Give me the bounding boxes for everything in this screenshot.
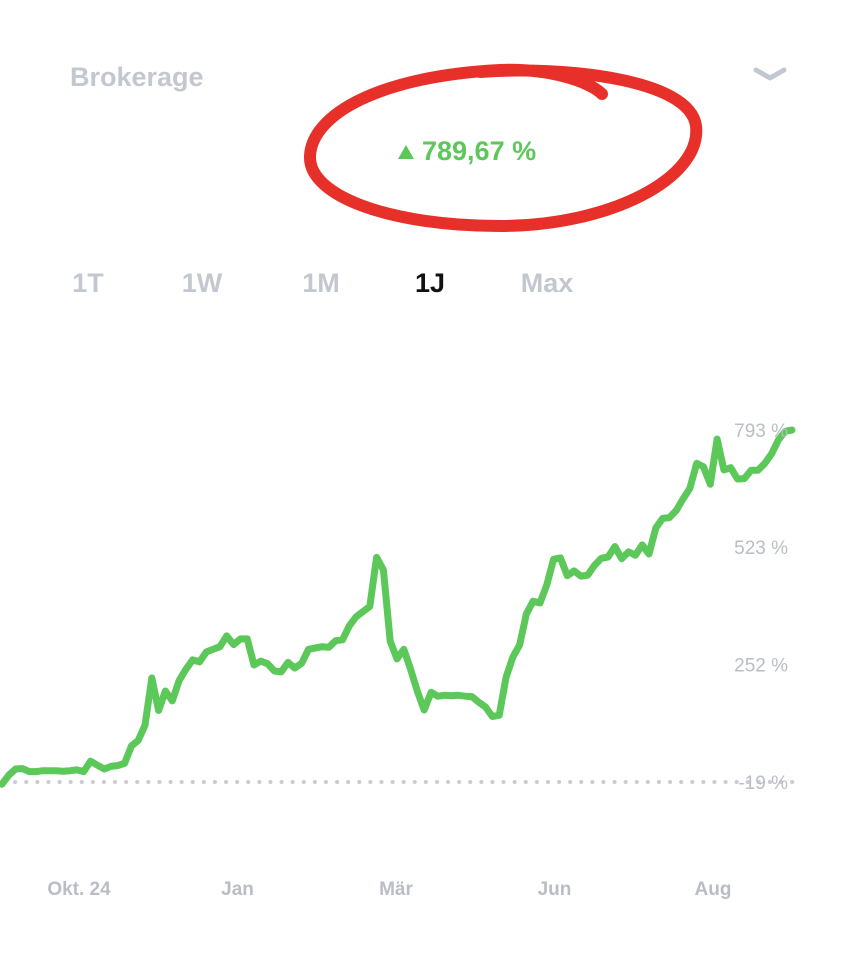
account-title: Brokerage [70, 62, 204, 92]
y-tick-label: 793 % [734, 421, 788, 442]
tab-1j[interactable]: 1J [414, 268, 446, 298]
y-tick-label: 523 % [734, 538, 788, 559]
y-tick-label: 252 % [734, 656, 788, 677]
time-range-tabs: 1T 1W 1M 1J Max [0, 268, 861, 308]
triangle-up-icon [398, 145, 414, 159]
x-tick-label: Mär [379, 879, 413, 900]
tab-max[interactable]: Max [520, 268, 574, 298]
tab-1w[interactable]: 1W [181, 268, 223, 298]
x-tick-label: Jan [221, 879, 254, 900]
tab-1t[interactable]: 1T [72, 268, 104, 298]
chevron-down-icon[interactable] [752, 62, 788, 86]
x-tick-label: Jun [538, 879, 572, 900]
performance-value: 789,67 % [422, 135, 537, 166]
tab-1m[interactable]: 1M [302, 268, 340, 298]
x-tick-label: Aug [695, 879, 732, 900]
y-tick-label: -19 % [738, 773, 788, 794]
series-line [0, 426, 796, 788]
x-tick-label: Okt. 24 [47, 879, 111, 900]
performance-display: 789,67 % [398, 134, 536, 168]
performance-chart[interactable]: 793 % 523 % 252 % -19 % Okt. 24 Jan Mär Jun Aug [0, 400, 861, 920]
